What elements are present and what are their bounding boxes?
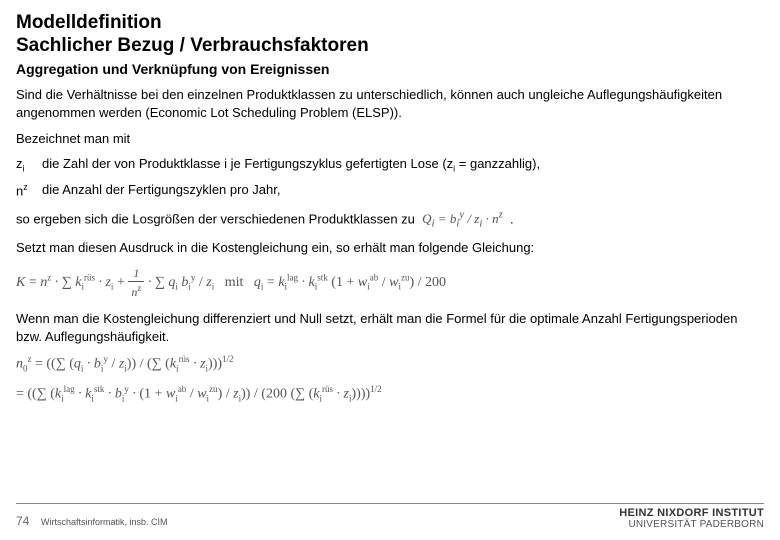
def-nz: die Anzahl der Fertigungszyklen pro Jahr… (42, 181, 764, 200)
paragraph-losgroessen: so ergeben sich die Losgrößen der versch… (16, 208, 764, 232)
department-label: Wirtschaftsinformatik, insb. CIM (41, 517, 168, 527)
paragraph-kostengleichung: Setzt man diesen Ausdruck in die Kosteng… (16, 239, 764, 257)
paragraph-intro-defs: Bezeichnet man mit (16, 130, 764, 148)
title-line-1: Modelldefinition (16, 12, 764, 35)
title-line-2: Sachlicher Bezug / Verbrauchsfaktoren (16, 35, 764, 58)
paragraph-elsp: Sind die Verhältnisse bei den einzelnen … (16, 86, 764, 121)
equation-qi: Qi = biy / zi · nz (422, 211, 503, 226)
slide-footer: 74 Wirtschaftsinformatik, insb. CIM HEIN… (16, 503, 764, 530)
def-zi: die Zahl der von Produktklasse i je Fert… (42, 155, 764, 175)
symbol-zi: zi (16, 155, 42, 175)
definition-list: zi die Zahl der von Produktklasse i je F… (16, 155, 764, 200)
paragraph-diff: Wenn man die Kostengleichung differenzie… (16, 310, 764, 345)
equation-n0-line2: = ((∑ (kilag · kistk · biy · (1 + wiab /… (16, 383, 764, 405)
equation-n0-line1: n0z = ((∑ (qi · biy / zi)) / (∑ (kirüs ·… (16, 353, 764, 375)
equation-k: K = nz · ∑ kirüs · zi + 1nz · ∑ qi biy /… (16, 265, 764, 300)
page-number: 74 (16, 514, 29, 528)
institute-name: HEINZ NIXDORF INSTITUT (619, 508, 764, 520)
institute-logo: HEINZ NIXDORF INSTITUT UNIVERSITÄT PADER… (619, 508, 764, 530)
university-name: UNIVERSITÄT PADERBORN (619, 520, 764, 531)
subtitle: Aggregation und Verknüpfung von Ereignis… (16, 60, 764, 79)
symbol-nz: nz (16, 181, 42, 200)
